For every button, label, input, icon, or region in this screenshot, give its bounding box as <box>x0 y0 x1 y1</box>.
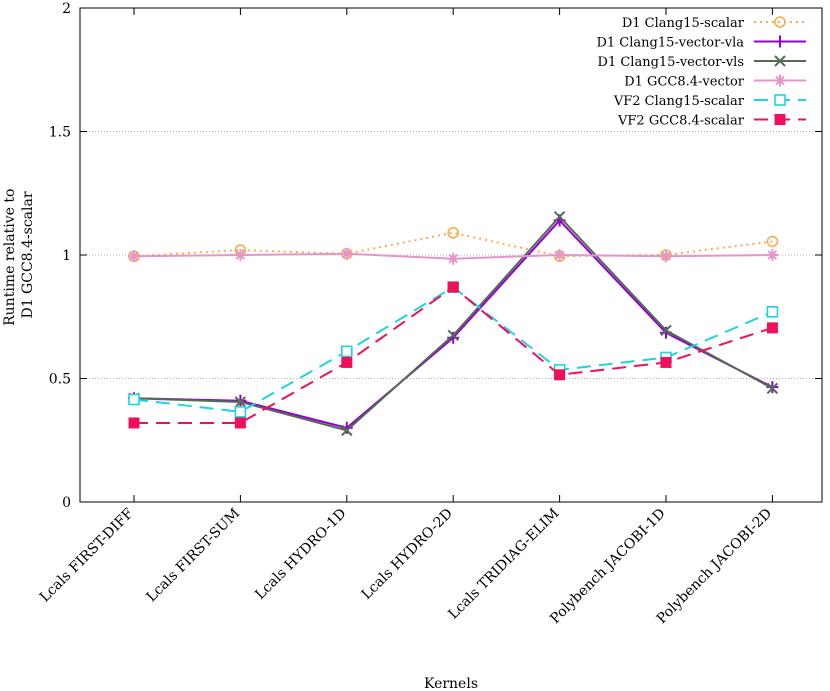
x-tick-label: Lcals HYDRO-2D <box>359 506 456 603</box>
data-point <box>447 226 460 239</box>
data-point <box>234 406 247 418</box>
data-point <box>128 250 140 263</box>
x-tick-label: Lcals FIRST-DIFF <box>37 505 137 605</box>
series-line <box>133 215 773 432</box>
data-point <box>766 306 779 318</box>
data-point <box>553 249 566 261</box>
data-point <box>341 356 353 368</box>
legend-entry: D1 GCC8.4-vector <box>624 74 806 90</box>
legend-entry: D1 Clang15-vector-vls <box>598 55 806 70</box>
legend-marker <box>774 94 786 106</box>
x-tick-label: Lcals TRIDIAG-ELIM <box>445 506 562 623</box>
y-tick-label: 1 <box>62 248 71 264</box>
data-point <box>340 247 353 260</box>
y-tick-label: 0 <box>62 495 71 511</box>
x-tick-label: Lcals FIRST-SUM <box>144 506 244 606</box>
data-point <box>660 324 672 337</box>
data-point <box>128 417 140 429</box>
series-6 <box>128 281 778 429</box>
legend-marker <box>774 16 786 28</box>
series-line <box>133 286 773 413</box>
data-point <box>234 417 246 429</box>
legend-label: D1 Clang15-vector-vla <box>596 36 744 51</box>
data-point <box>766 249 779 261</box>
data-point <box>766 235 779 248</box>
series-group <box>128 211 779 437</box>
y-tick-label: 0.5 <box>49 372 71 388</box>
data-point <box>447 281 459 293</box>
data-point <box>660 356 672 368</box>
data-point <box>128 393 140 406</box>
data-point <box>447 252 460 265</box>
data-point <box>340 345 353 358</box>
x-tick-label: Lcals HYDRO-1D <box>252 506 349 603</box>
y-tick-label: 1.5 <box>49 125 71 141</box>
data-point <box>234 396 247 408</box>
legend-label: D1 Clang15-scalar <box>622 16 745 31</box>
legend: D1 Clang15-scalar D1 Clang15-vector-vla D1… <box>596 16 806 129</box>
legend-marker <box>774 55 786 67</box>
series-5 <box>128 281 779 418</box>
y-axis-title: Runtime relative to D1 GCC8.4-scalar <box>2 184 36 326</box>
legend-marker <box>774 35 786 48</box>
data-point <box>234 249 247 261</box>
legend-entry: VF2 GCC8.4-scalar <box>617 114 806 129</box>
legend-label: VF2 GCC8.4-scalar <box>617 114 745 129</box>
data-point <box>766 322 778 334</box>
y-tick-label: 2 <box>62 1 71 17</box>
legend-marker <box>774 114 786 125</box>
data-point <box>553 211 566 223</box>
x-axis-title: Kernels <box>424 676 478 691</box>
legend-marker <box>774 74 786 87</box>
data-point <box>766 382 779 395</box>
legend-entry: D1 Clang15-vector-vla <box>596 35 806 51</box>
legend-label: D1 Clang15-vector-vls <box>598 55 744 70</box>
series-4 <box>128 247 779 265</box>
series-3 <box>128 211 779 437</box>
legend-label: D1 GCC8.4-vector <box>624 75 745 90</box>
legend-entry: D1 Clang15-scalar <box>622 16 806 31</box>
x-tick-label: Polybench JACOBI-1D <box>547 506 669 628</box>
legend-label: VF2 Clang15-scalar <box>613 94 745 109</box>
data-point <box>447 329 459 341</box>
x-tick-label: Polybench JACOBI-2D <box>654 506 776 628</box>
data-point <box>341 424 353 437</box>
data-point <box>660 250 672 263</box>
legend-entry: VF2 Clang15-scalar <box>613 94 806 109</box>
series-line <box>133 219 773 429</box>
data-point <box>554 369 566 381</box>
